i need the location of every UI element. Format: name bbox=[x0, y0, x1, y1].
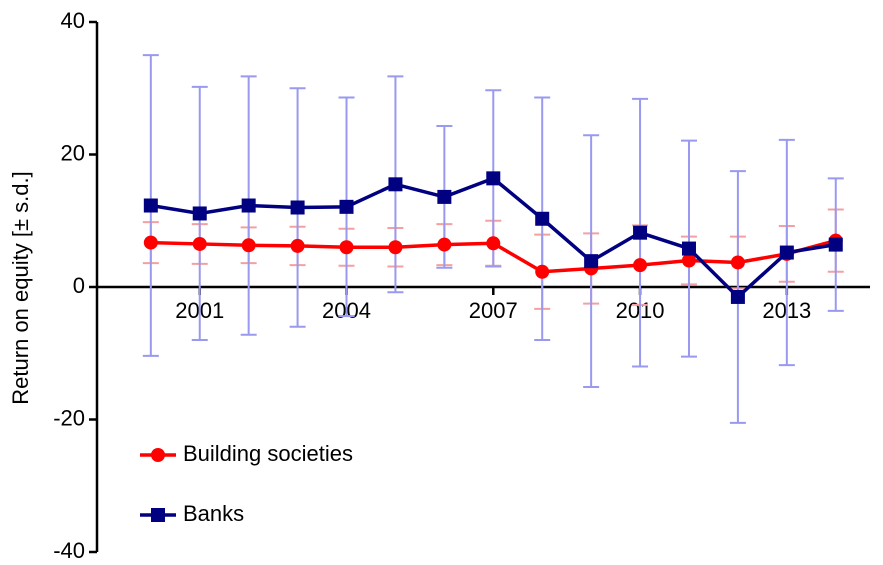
y-axis-label: Return on equity [± s.d.] bbox=[8, 171, 33, 404]
data-point bbox=[633, 258, 648, 273]
data-point bbox=[241, 198, 256, 213]
data-point bbox=[339, 199, 354, 214]
data-point bbox=[779, 245, 794, 260]
y-tick-label: -20 bbox=[53, 405, 85, 430]
y-tick-label: 40 bbox=[61, 8, 85, 33]
y-tick-label: 0 bbox=[73, 273, 85, 298]
data-point bbox=[633, 225, 648, 240]
data-point bbox=[143, 198, 158, 213]
data-point bbox=[388, 240, 403, 255]
data-point bbox=[486, 171, 501, 186]
data-point bbox=[730, 255, 745, 270]
legend-marker bbox=[151, 448, 165, 462]
data-point bbox=[681, 241, 696, 256]
data-point bbox=[388, 177, 403, 192]
data-point bbox=[339, 240, 354, 255]
x-tick-label: 2007 bbox=[469, 298, 518, 323]
legend-marker bbox=[151, 508, 165, 522]
data-point bbox=[535, 211, 550, 226]
legend-label: Building societies bbox=[183, 441, 353, 466]
data-point bbox=[437, 189, 452, 204]
data-point bbox=[828, 237, 843, 252]
data-point bbox=[192, 236, 207, 251]
data-point bbox=[584, 254, 599, 269]
data-point bbox=[241, 238, 256, 253]
y-tick-label: -40 bbox=[53, 538, 85, 563]
y-tick-label: 20 bbox=[61, 140, 85, 165]
data-point bbox=[437, 237, 452, 252]
data-point bbox=[486, 236, 501, 251]
data-point bbox=[143, 235, 158, 250]
data-point bbox=[290, 200, 305, 215]
legend-label: Banks bbox=[183, 501, 244, 526]
data-point bbox=[290, 238, 305, 253]
data-point bbox=[730, 289, 745, 304]
data-point bbox=[535, 264, 550, 279]
data-point bbox=[681, 253, 696, 268]
data-point bbox=[192, 206, 207, 221]
